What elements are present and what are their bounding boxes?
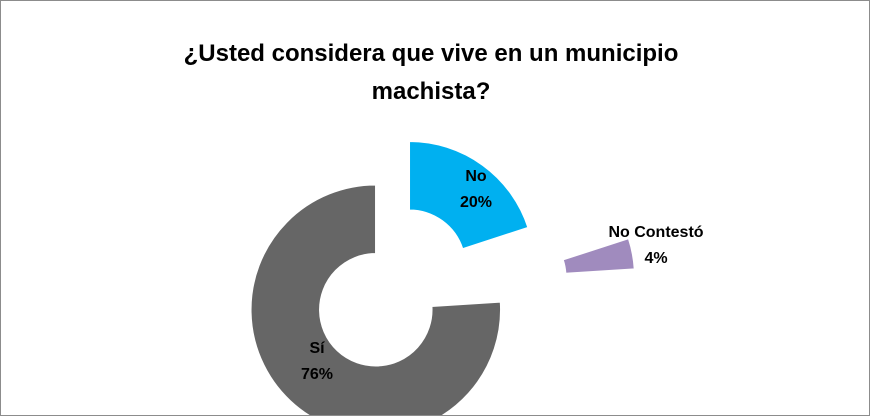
label-no-contesto-category: No Contestó [608, 224, 703, 241]
label-si-category: Sí [309, 340, 325, 357]
label-no-category: No [465, 168, 487, 185]
data-labels: No 20% No Contestó 4% Sí 76% [301, 168, 704, 383]
slices-group [250, 140, 636, 415]
label-si-percent: 76% [301, 366, 333, 383]
chart-title: ¿Usted considera que vive en un municipi… [183, 40, 679, 105]
slice-no [408, 140, 530, 250]
label-no-percent: 20% [460, 194, 492, 211]
slice-no-contesto [562, 237, 636, 275]
label-no-contesto-percent: 4% [644, 250, 667, 267]
slice-si [250, 183, 502, 415]
